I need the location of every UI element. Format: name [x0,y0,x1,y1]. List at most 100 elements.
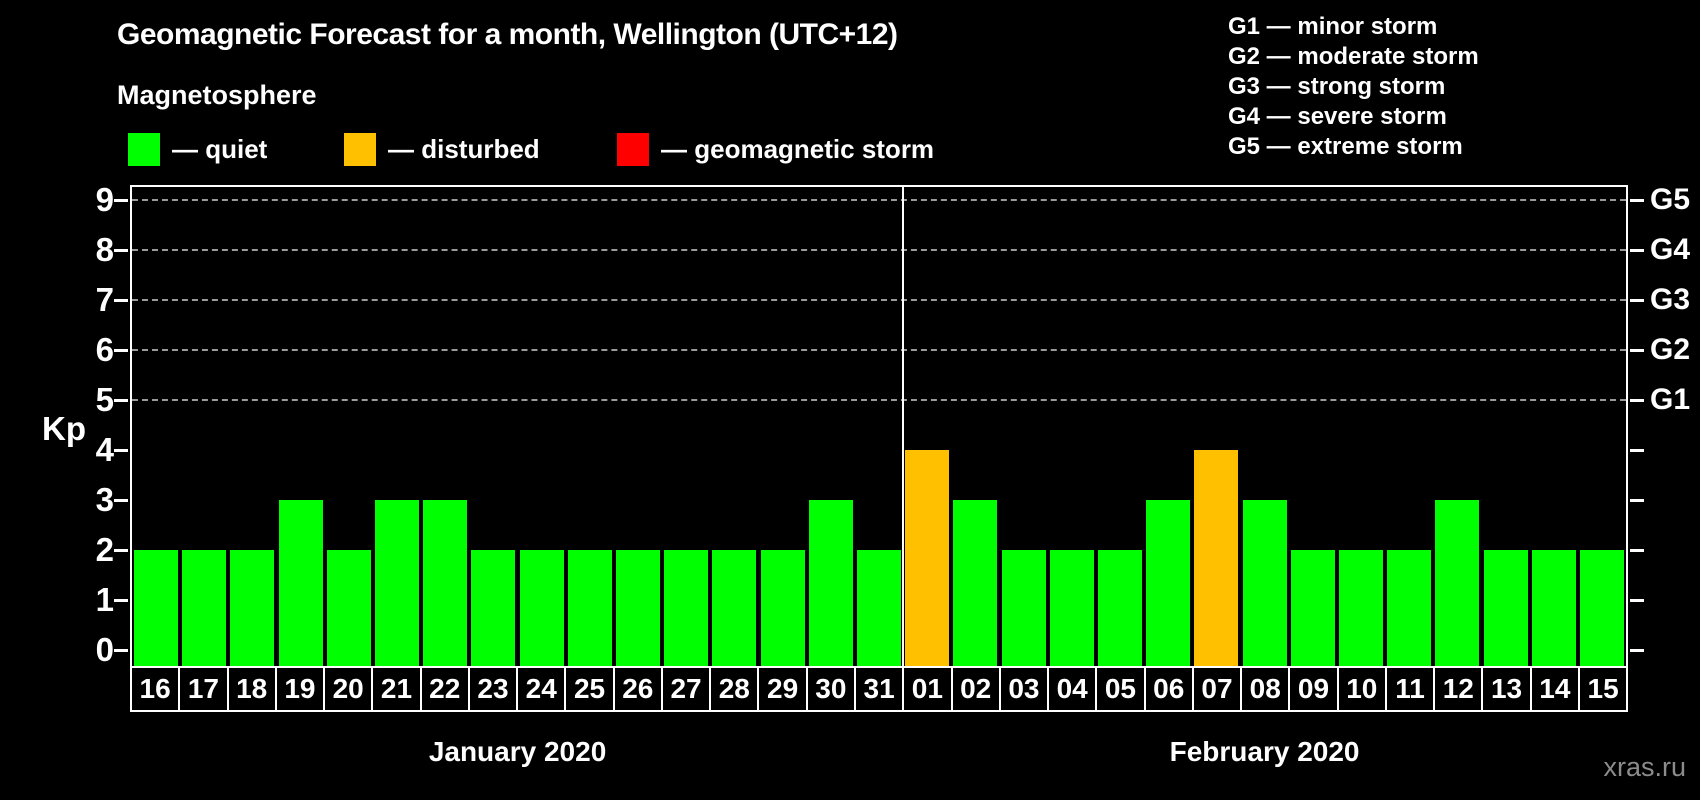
kp-bar-day-16 [134,550,179,666]
gridline-kp5 [132,399,1626,401]
day-label-20: 20 [323,666,374,712]
kp-bar-day-13 [1483,550,1528,666]
kp-bar-day-24 [519,550,564,666]
day-label-28: 28 [709,666,760,712]
day-label-06: 06 [1143,666,1194,712]
kp-bar-day-31 [857,550,901,666]
kp-bar-day-02 [953,500,998,666]
right-axis-tick-4 [1630,449,1644,452]
left-axis-tick-4 [114,449,128,452]
kp-bar-day-05 [1097,550,1142,666]
kp-bar-day-30 [808,500,853,666]
day-label-08: 08 [1240,666,1291,712]
kp-bar-day-28 [712,550,757,666]
kp-bar-day-17 [182,550,227,666]
legend-label-storm: — geomagnetic storm [661,133,935,164]
g-axis-label-g5: G5 [1650,183,1691,216]
day-label-13: 13 [1481,666,1532,712]
kp-bar-day-20 [326,550,371,666]
kp-bar-day-01 [905,450,950,666]
kp-bar-day-27 [664,550,709,666]
kp-bar-day-26 [616,550,661,666]
kp-bar-day-15 [1579,550,1624,666]
day-label-19: 19 [274,666,326,712]
day-label-31: 31 [853,666,905,712]
kp-bar-day-08 [1242,500,1287,666]
day-label-16: 16 [130,666,181,712]
right-axis-tick-0 [1630,649,1644,652]
kp-bar-day-14 [1531,550,1576,666]
legend-item-quiet: — quiet [128,132,267,166]
g1-legend-line: G1 — minor storm [1228,13,1438,40]
kp-bar-day-11 [1387,550,1432,666]
left-axis-tick-3 [114,499,128,502]
day-label-07: 07 [1191,666,1243,712]
chart-title: Geomagnetic Forecast for a month, Wellin… [117,18,898,51]
y-tick-label-1: 1 [95,581,114,618]
kp-bar-day-12 [1435,500,1480,666]
day-label-21: 21 [371,666,422,712]
left-axis-tick-8 [114,249,128,252]
month-label-january: January 2020 [428,736,607,767]
y-tick-label-0: 0 [95,631,114,668]
day-label-23: 23 [467,666,519,712]
month-label-february: February 2020 [1169,736,1360,767]
y-tick-label-4: 4 [95,431,114,468]
kp-bar-day-18 [230,550,275,666]
day-label-29: 29 [757,666,808,712]
day-label-12: 12 [1433,666,1484,712]
right-axis-tick-8 [1630,249,1644,252]
kp-bar-day-04 [1049,550,1094,666]
kp-bar-day-06 [1146,500,1191,666]
gridline-kp9 [132,199,1626,201]
g-scale-legend: G1 — minor storm G2 — moderate storm G3 … [1228,12,1479,162]
g-axis-label-g4: G4 [1650,233,1691,266]
right-axis-tick-6 [1630,349,1644,352]
left-axis-tick-2 [114,549,128,552]
y-tick-label-7: 7 [95,281,114,318]
storm-color-swatch [617,132,649,166]
g-axis-label-g1: G1 [1650,383,1691,416]
right-axis-tick-5 [1630,399,1644,402]
legend-label-disturbed: — disturbed [388,133,540,164]
g-axis-label-g2: G2 [1650,333,1691,366]
kp-bar-day-07 [1194,450,1239,666]
month-separator-line [902,187,905,666]
kp-bar-day-10 [1338,550,1383,666]
kp-bar-day-23 [471,550,516,666]
right-axis-tick-2 [1630,549,1644,552]
kp-bar-day-19 [278,500,323,666]
day-label-26: 26 [612,666,663,712]
right-axis-tick-7 [1630,299,1644,302]
y-axis-title: Kp [42,410,86,447]
day-label-25: 25 [564,666,615,712]
left-axis-tick-1 [114,599,128,602]
day-axis-row: 16 17 18 19 20 21 22 23 24 25 26 27 28 29 30 31 01 02 03 04… [130,666,1629,712]
legend-item-disturbed: — disturbed [344,132,540,166]
right-axis-tick-1 [1630,599,1644,602]
g-axis-label-g3: G3 [1650,283,1691,316]
kp-bar-day-21 [375,500,420,666]
y-tick-label-5: 5 [95,381,114,418]
right-axis-tick-9 [1630,199,1644,202]
day-label-09: 09 [1288,666,1339,712]
day-label-27: 27 [660,666,712,712]
disturbed-color-swatch [344,132,376,166]
day-label-02: 02 [950,666,1001,712]
y-tick-label-9: 9 [95,181,114,218]
kp-bar-day-29 [760,550,805,666]
day-label-30: 30 [805,666,856,712]
day-label-24: 24 [516,666,567,712]
gridline-kp6 [132,349,1626,351]
day-label-15: 15 [1577,666,1629,712]
y-tick-label-8: 8 [95,231,114,268]
gridline-kp8 [132,249,1626,251]
g4-legend-line: G4 — severe storm [1228,103,1447,130]
right-axis-tick-3 [1630,499,1644,502]
left-axis-tick-9 [114,199,128,202]
g3-legend-line: G3 — strong storm [1228,73,1446,100]
y-tick-label-3: 3 [95,481,114,518]
day-label-18: 18 [226,666,277,712]
day-label-05: 05 [1095,666,1146,712]
kp-bar-day-03 [1001,550,1046,666]
